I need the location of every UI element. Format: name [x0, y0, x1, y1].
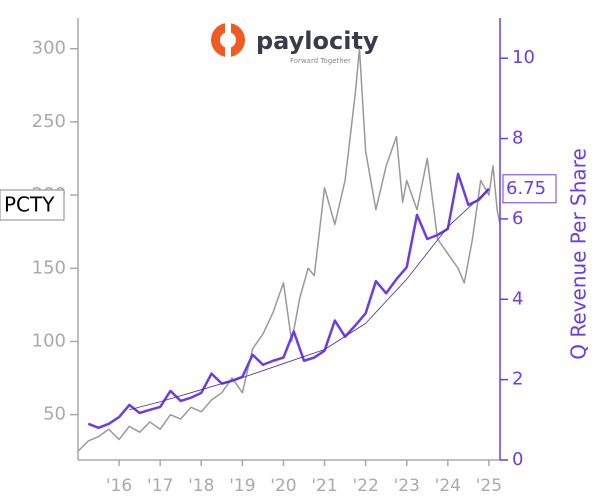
y-tick-label: 250: [32, 111, 66, 132]
value-label: 6.75: [506, 178, 546, 199]
value-box: 6.75: [502, 174, 557, 204]
logo-tagline: Forward Together: [290, 57, 351, 65]
x-tick-label: '21: [311, 476, 337, 496]
x-tick-label: '18: [188, 476, 214, 496]
y2-tick-label: 2: [512, 369, 523, 390]
x-tick-label: '22: [352, 476, 378, 496]
y2-tick-label: 4: [512, 288, 523, 309]
y2-tick-label: 8: [512, 128, 523, 149]
x-tick-label: '23: [394, 476, 420, 496]
series-line: [87, 172, 490, 430]
y2-tick-label: 10: [512, 47, 535, 68]
y2-tick-label: 6: [512, 208, 523, 229]
y-tick-label: 150: [32, 257, 66, 278]
y2-axis-label: Q Revenue Per Share: [567, 148, 591, 360]
plot: [77, 47, 501, 452]
y-tick-label: 100: [32, 330, 66, 351]
series-line: [77, 47, 501, 452]
x-tick-label: '16: [106, 476, 132, 496]
x-tick-label: '17: [147, 476, 173, 496]
logo-text: paylocity: [256, 27, 379, 55]
logo-hole: [220, 32, 236, 48]
ticker-label: PCTY: [4, 193, 55, 217]
ticker-frame: [0, 189, 65, 221]
x-tick-label: '24: [435, 476, 461, 496]
x-tick-label: '20: [270, 476, 296, 496]
x-tick-label: '19: [229, 476, 255, 496]
y2-tick-label: 0: [512, 449, 523, 470]
value-frame: [502, 174, 557, 204]
series-line: [129, 188, 490, 411]
y-tick-label: 50: [43, 404, 66, 425]
x-tick-label: '25: [476, 476, 502, 496]
logo: paylocity Forward Together: [211, 20, 379, 65]
ticker-box: PCTY: [0, 189, 65, 221]
axes: 501001502002503000246810'16'17'18'19'20'…: [32, 18, 591, 496]
y-tick-label: 300: [32, 38, 66, 59]
